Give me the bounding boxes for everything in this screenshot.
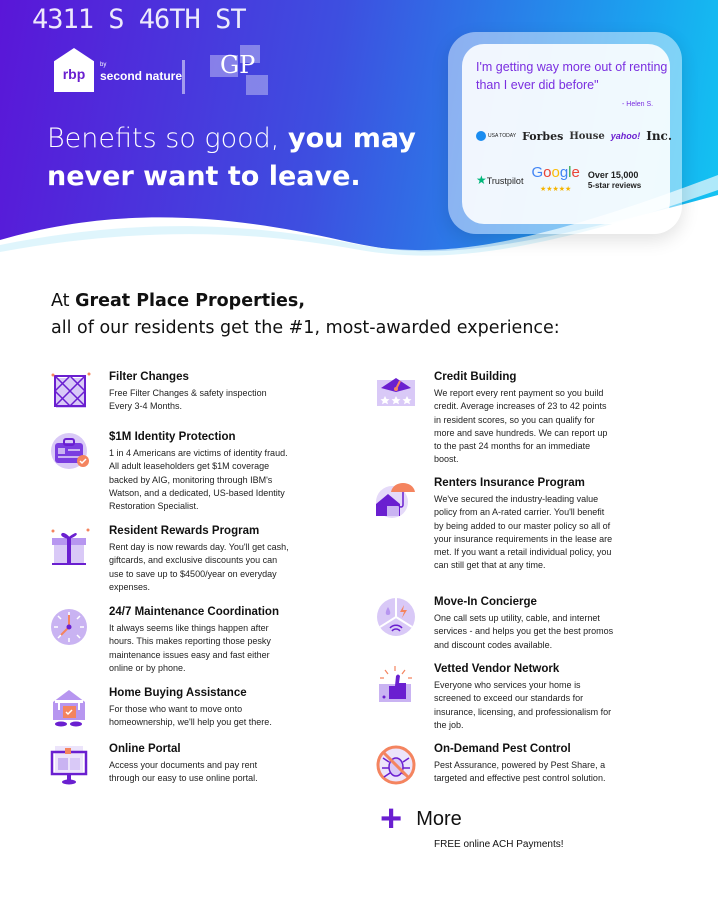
wave-decoration: [0, 175, 718, 260]
credit-gauge-icon: [377, 378, 415, 406]
benefit-title: Renters Insurance Program: [434, 477, 585, 489]
benefit-title: 24/7 Maintenance Coordination: [109, 606, 279, 618]
clock-icon: [51, 609, 87, 645]
benefit-title: On-Demand Pest Control: [434, 743, 571, 755]
benefit-vetted-vendor: Vetted Vendor Network Everyone who servic…: [375, 662, 615, 742]
benefit-body: One call sets up utility, cable, and int…: [434, 613, 614, 650]
umbrella-house-icon: [376, 483, 415, 518]
benefit-title: Filter Changes: [109, 371, 189, 383]
testimonial-quote: I'm getting way more out of renting than…: [476, 60, 668, 92]
star-icon: ★: [476, 173, 487, 187]
no-bug-icon: [376, 745, 416, 785]
review-count: Over 15,000 5-star reviews: [587, 169, 642, 190]
inc-logo: Inc.: [646, 129, 673, 143]
benefit-body: Free Filter Changes & safety inspection …: [109, 388, 267, 412]
benefit-identity-protection: $1M Identity Protection 1 in 4 Americans …: [50, 430, 290, 524]
benefit-resident-rewards: Resident Rewards Program Rent day is now …: [50, 524, 290, 605]
more-heading: More: [416, 808, 462, 830]
benefits-left-column: Filter Changes Free Filter Changes & safe…: [50, 370, 290, 792]
benefit-renters-insurance: Renters Insurance Program We've secured t…: [375, 476, 615, 595]
house-beautiful-logo: House: [569, 130, 605, 142]
benefit-online-portal[interactable]: Online Portal Access your documents and p…: [50, 742, 290, 792]
id-badge-icon: [51, 433, 89, 469]
more-section: + More: [380, 798, 615, 840]
testimonial-card: [462, 44, 670, 224]
section-title: At Great Place Properties, all of our res…: [51, 291, 560, 338]
gift-icon: [51, 528, 90, 565]
benefit-title: Vetted Vendor Network: [434, 663, 560, 675]
second-nature-logo: by second nature: [100, 62, 183, 83]
trustpilot-logo: ★Trustpilot: [476, 173, 524, 187]
benefit-body: Access your documents and pay rent throu…: [109, 760, 258, 784]
benefit-title: Online Portal: [109, 743, 181, 755]
logo-divider: [182, 60, 185, 94]
rating-stars-icon: ★★★★★: [539, 186, 572, 193]
forbes-logo: Forbes: [522, 129, 564, 143]
benefits-right-column: Credit Building We report every rent paym…: [375, 370, 615, 851]
computer-icon: [50, 746, 88, 785]
benefit-title: Resident Rewards Program: [109, 525, 260, 537]
benefit-body: For those who want to move onto homeowne…: [109, 704, 272, 728]
utilities-icon: [377, 598, 415, 636]
press-logos: USA TODAY Forbes House yahoo! Inc.: [476, 129, 672, 143]
benefit-maintenance: 24/7 Maintenance Coordination It always s…: [50, 605, 290, 686]
benefit-title: Home Buying Assistance: [109, 687, 247, 699]
yahoo-logo: yahoo!: [610, 131, 641, 141]
benefit-body: We report every rent payment so you buil…: [434, 388, 608, 465]
benefit-body: Everyone who services your home is scree…: [434, 680, 612, 730]
benefit-pest-control: On-Demand Pest Control Pest Assurance, po…: [375, 742, 615, 792]
filter-icon: [51, 372, 91, 408]
testimonial-author: - Helen S.: [622, 101, 654, 108]
plus-icon: +: [380, 798, 403, 840]
benefit-body: It always seems like things happen after…: [109, 623, 271, 673]
benefit-body: Rent day is now rewards day. You'll get …: [109, 542, 289, 592]
hero-headline: Benefits so good, you may never want to l…: [47, 123, 416, 192]
usa-today-logo: USA TODAY: [476, 131, 516, 141]
property-address: 4311 S 46TH ST: [32, 4, 247, 35]
benefit-body: 1 in 4 Americans are victims of identity…: [109, 448, 288, 512]
benefit-move-in-concierge: Move-In Concierge One call sets up utilit…: [375, 595, 615, 662]
benefit-credit-building: Credit Building We report every rent paym…: [375, 370, 615, 476]
benefit-title: Move-In Concierge: [434, 596, 537, 608]
benefit-title: $1M Identity Protection: [109, 431, 236, 443]
gp-logo: GP: [210, 45, 272, 95]
benefit-body: We've secured the industry-leading value…: [434, 494, 613, 571]
benefit-title: Credit Building: [434, 371, 517, 383]
home-sale-icon: [53, 690, 85, 727]
benefit-body: Pest Assurance, powered by Pest Share, a…: [434, 760, 606, 784]
google-logo: Google ★★★★★: [531, 164, 580, 193]
thumbs-up-icon: [379, 666, 412, 702]
review-badges: ★Trustpilot Google ★★★★★ Over 15,000 5-sta…: [476, 164, 642, 194]
ach-payments-note: FREE online ACH Payments!: [434, 839, 564, 850]
benefit-filter-changes: Filter Changes Free Filter Changes & safe…: [50, 370, 290, 430]
benefit-home-buying: Home Buying Assistance For those who want…: [50, 686, 290, 742]
